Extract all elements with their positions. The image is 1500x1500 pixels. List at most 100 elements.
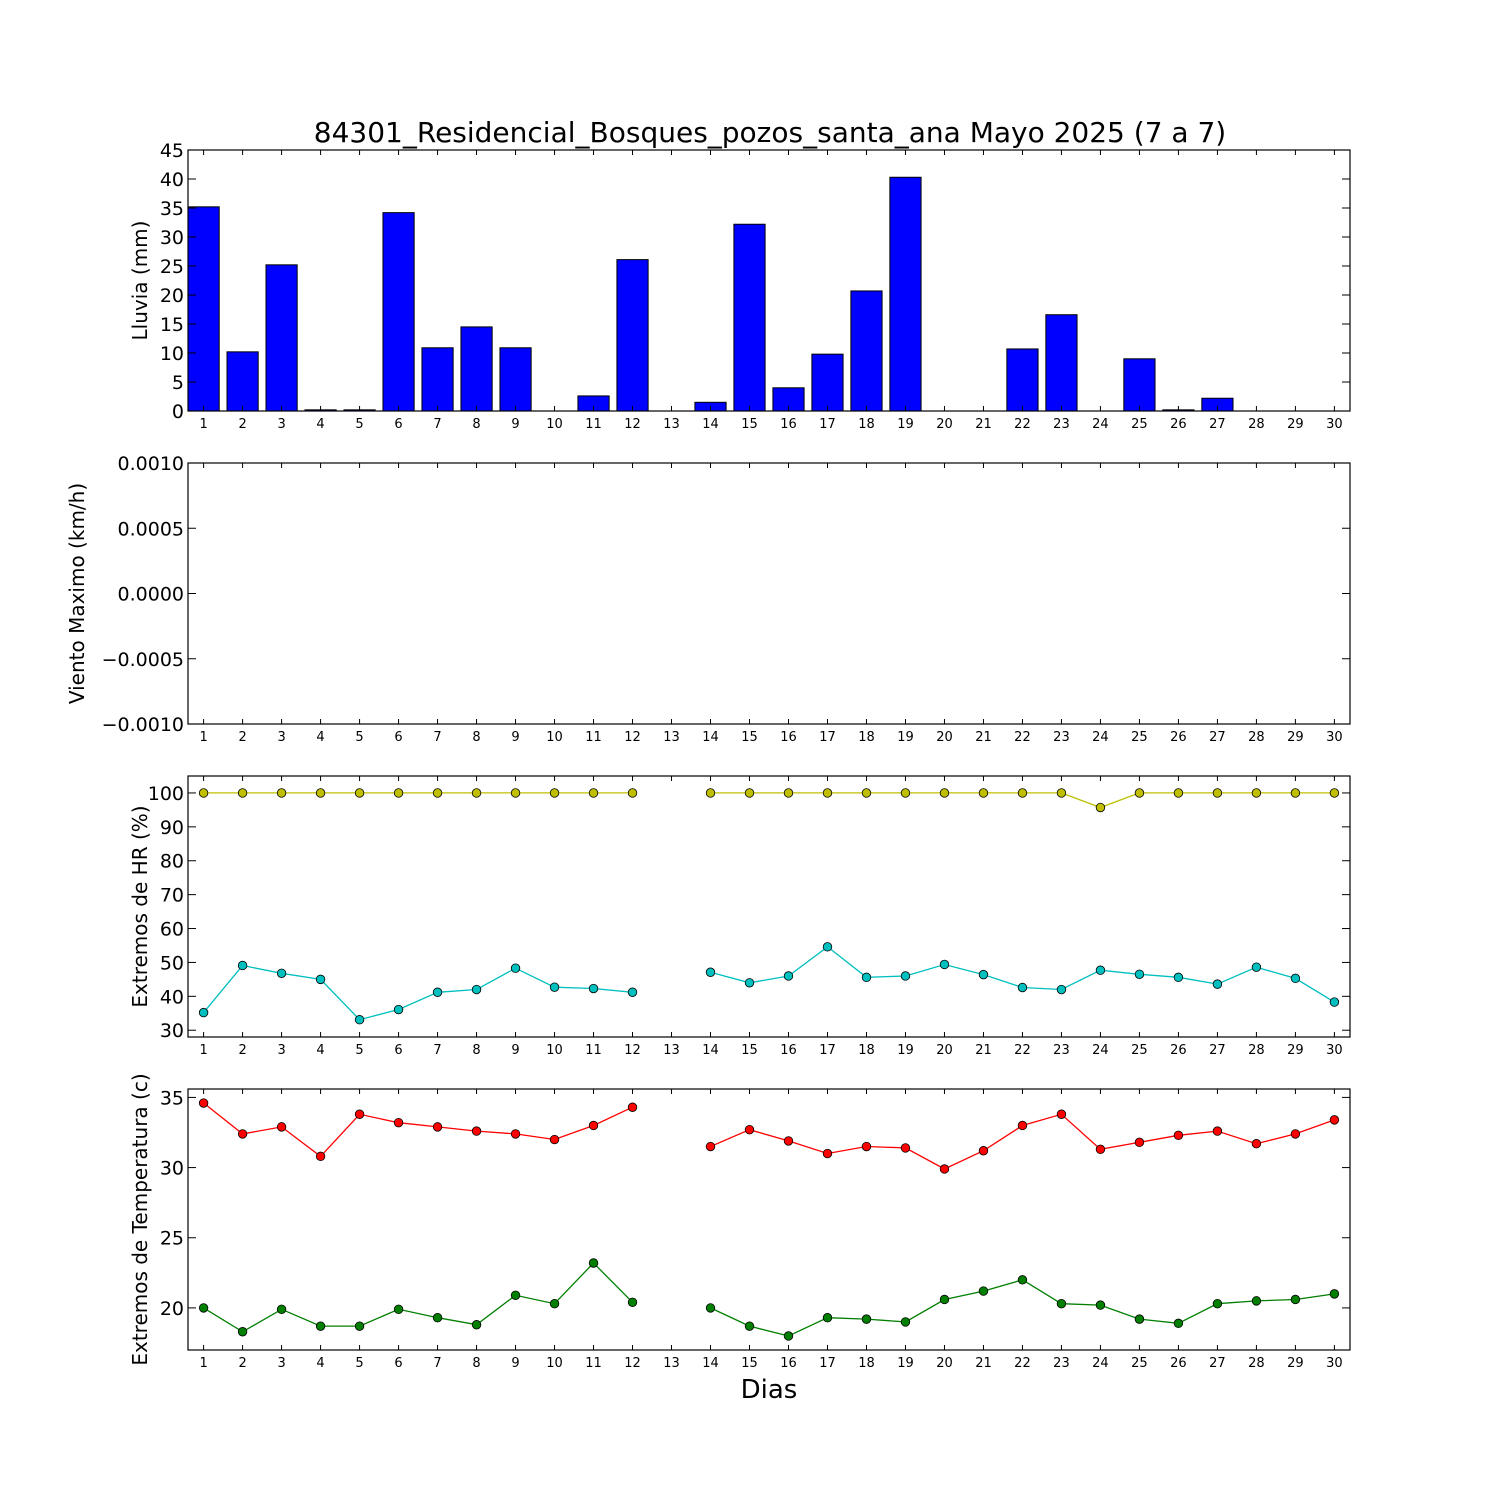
data-point bbox=[744, 1321, 755, 1331]
x-tick-label: 11 bbox=[585, 730, 602, 745]
data-point bbox=[432, 1313, 443, 1323]
data-point bbox=[276, 788, 287, 798]
y-tick-label: 40 bbox=[160, 986, 184, 1008]
data-point bbox=[861, 788, 872, 798]
x-tick-label: 11 bbox=[585, 417, 602, 432]
series-line-2 bbox=[203, 1262, 1335, 1337]
data-point bbox=[471, 1126, 482, 1136]
x-tick-label: 26 bbox=[1170, 730, 1187, 745]
data-point bbox=[705, 1141, 716, 1152]
x-tick-label: 17 bbox=[819, 730, 836, 745]
x-tick-label: 11 bbox=[585, 1043, 602, 1058]
data-point bbox=[861, 1314, 872, 1324]
x-tick-label: 24 bbox=[1092, 1043, 1109, 1058]
data-point bbox=[393, 1304, 404, 1315]
y-tick-label: 60 bbox=[160, 919, 184, 941]
data-point bbox=[822, 1148, 833, 1159]
x-axis-label: Dias bbox=[741, 1375, 798, 1405]
x-tick-label: 6 bbox=[394, 1356, 402, 1371]
x-tick-label: 26 bbox=[1170, 1356, 1187, 1371]
data-point bbox=[1017, 1120, 1028, 1131]
series-line-1 bbox=[203, 1102, 1335, 1170]
y-tick-label: 20 bbox=[160, 285, 184, 307]
y-tick-label: 25 bbox=[160, 1228, 184, 1250]
x-tick-label: 21 bbox=[975, 730, 992, 745]
x-tick-label: 11 bbox=[585, 1356, 602, 1371]
x-tick-label: 21 bbox=[975, 1356, 992, 1371]
y-tick-label: 10 bbox=[160, 343, 184, 365]
data-point bbox=[276, 968, 287, 978]
bar bbox=[187, 206, 220, 412]
bar bbox=[1045, 314, 1078, 412]
data-point bbox=[549, 982, 560, 992]
x-tick-label: 12 bbox=[624, 730, 641, 745]
data-point bbox=[1290, 1294, 1301, 1305]
x-tick-label: 24 bbox=[1092, 730, 1109, 745]
x-tick-label: 3 bbox=[277, 417, 285, 432]
x-tick-label: 9 bbox=[511, 1356, 519, 1371]
data-point bbox=[705, 1303, 716, 1313]
x-tick-label: 30 bbox=[1326, 730, 1343, 745]
x-tick-label: 23 bbox=[1053, 1043, 1070, 1058]
data-point bbox=[510, 963, 521, 973]
bar bbox=[421, 347, 454, 412]
y-axis-label: Extremos de Temperatura (c) bbox=[128, 1073, 152, 1365]
x-tick-label: 29 bbox=[1287, 417, 1304, 432]
x-tick-label: 18 bbox=[858, 417, 875, 432]
data-point bbox=[1173, 1318, 1184, 1329]
y-tick-label: 50 bbox=[160, 952, 184, 974]
y-tick-label: 40 bbox=[160, 169, 184, 191]
data-point bbox=[549, 788, 560, 798]
data-point bbox=[978, 1286, 989, 1296]
data-point bbox=[1173, 788, 1184, 798]
data-point bbox=[549, 1134, 560, 1145]
x-tick-label: 14 bbox=[702, 730, 719, 745]
data-point bbox=[1212, 1298, 1223, 1309]
x-tick-label: 5 bbox=[355, 730, 363, 745]
x-tick-label: 18 bbox=[858, 1356, 875, 1371]
data-point bbox=[1056, 1109, 1067, 1119]
bar bbox=[811, 353, 844, 412]
data-point bbox=[471, 788, 482, 798]
bar bbox=[1123, 358, 1156, 412]
x-tick-label: 24 bbox=[1092, 1356, 1109, 1371]
data-point bbox=[783, 1136, 794, 1146]
x-tick-label: 19 bbox=[897, 1043, 914, 1058]
data-point bbox=[315, 974, 326, 985]
data-point bbox=[822, 788, 833, 798]
x-tick-label: 17 bbox=[819, 1356, 836, 1371]
x-tick-label: 17 bbox=[819, 1043, 836, 1058]
data-point bbox=[1134, 788, 1145, 798]
data-point bbox=[1212, 788, 1223, 798]
data-point bbox=[432, 1122, 443, 1132]
data-point bbox=[978, 969, 989, 980]
data-point bbox=[354, 1109, 365, 1119]
data-point bbox=[1212, 1126, 1223, 1136]
data-point bbox=[510, 1129, 521, 1139]
data-point bbox=[939, 788, 950, 798]
x-tick-label: 3 bbox=[277, 730, 285, 745]
x-tick-label: 20 bbox=[936, 730, 953, 745]
x-tick-label: 29 bbox=[1287, 1356, 1304, 1371]
x-tick-label: 1 bbox=[199, 1356, 207, 1371]
x-tick-label: 2 bbox=[238, 1043, 246, 1058]
x-tick-label: 30 bbox=[1326, 417, 1343, 432]
x-tick-label: 25 bbox=[1131, 1356, 1148, 1371]
x-tick-label: 15 bbox=[741, 1043, 758, 1058]
x-tick-label: 18 bbox=[858, 1043, 875, 1058]
data-point bbox=[822, 1313, 833, 1323]
data-point bbox=[1251, 962, 1262, 972]
bar bbox=[733, 223, 766, 412]
x-tick-label: 14 bbox=[702, 1356, 719, 1371]
x-tick-label: 26 bbox=[1170, 1043, 1187, 1058]
y-tick-label: 0.0000 bbox=[118, 584, 184, 606]
y-tick-label: 70 bbox=[160, 885, 184, 907]
x-tick-label: 13 bbox=[663, 417, 680, 432]
y-tick-label: 0 bbox=[172, 401, 184, 423]
x-tick-label: 18 bbox=[858, 730, 875, 745]
x-tick-label: 4 bbox=[316, 1356, 324, 1371]
chart-panel-1: 1 2 3 4 5 6 7 8 9 10 11 12 13 14 15 16 17 18 19 20 21 22 23 24 2… bbox=[128, 140, 1351, 432]
data-point bbox=[237, 1129, 248, 1139]
x-tick-label: 10 bbox=[546, 417, 563, 432]
x-tick-label: 5 bbox=[355, 417, 363, 432]
